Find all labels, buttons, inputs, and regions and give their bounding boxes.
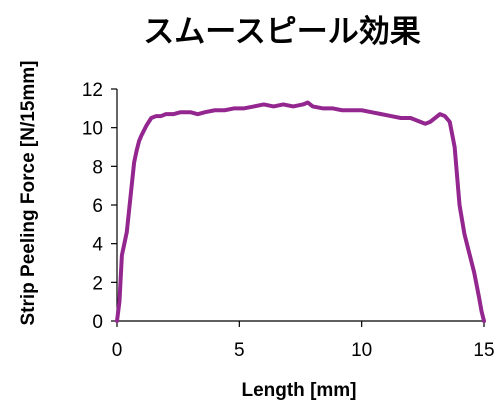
x-tick-label: 15: [473, 340, 494, 361]
chart-title: スムースピール効果: [143, 14, 420, 50]
y-axis-ticks: 0 2 4 6 8 10 12: [82, 80, 117, 333]
y-axis-label: Strip Peeling Force [N/15mm]: [18, 60, 39, 325]
y-tick-label: 4: [92, 235, 103, 256]
y-tick-label: 12: [82, 80, 103, 101]
x-axis-ticks: 0 5 10 15: [112, 321, 495, 361]
y-tick-label: 2: [92, 273, 103, 294]
x-tick-label: 0: [112, 340, 123, 361]
x-tick-label: 5: [234, 340, 245, 361]
y-tick-label: 10: [82, 119, 103, 140]
y-tick-label: 8: [92, 157, 103, 178]
x-tick-label: 10: [351, 340, 372, 361]
y-tick-label: 6: [92, 196, 103, 217]
x-axis-label: Length [mm]: [241, 380, 356, 401]
series-line: [115, 100, 486, 323]
y-tick-label: 0: [92, 312, 103, 333]
